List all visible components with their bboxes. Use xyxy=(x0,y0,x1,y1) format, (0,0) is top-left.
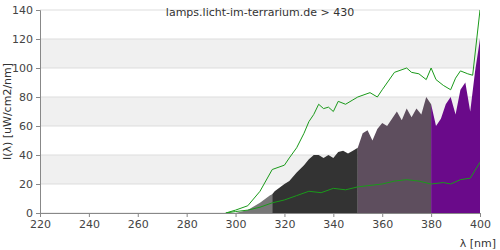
title: lamps.licht-im-terrarium.de > 430 xyxy=(166,6,354,19)
tick-label: 60 xyxy=(19,120,33,133)
tick: 360 xyxy=(372,213,393,231)
grid-band xyxy=(40,39,480,68)
tick-label: 280 xyxy=(177,218,198,231)
grid-line xyxy=(40,39,480,40)
tick-label: 0 xyxy=(26,207,33,220)
tick-mark xyxy=(36,39,40,40)
tick-label: 120 xyxy=(12,33,33,46)
tick: 400 xyxy=(470,213,491,231)
tick: 120 xyxy=(12,33,40,46)
tick-label: 320 xyxy=(274,218,295,231)
tick: 220 xyxy=(30,213,51,231)
tick-label: 100 xyxy=(12,62,33,75)
axis-line xyxy=(41,214,481,218)
tick-mark xyxy=(36,155,40,156)
tick-mark xyxy=(187,213,188,217)
tick: 320 xyxy=(274,213,295,231)
envelope-line xyxy=(226,162,480,213)
tick-label: 260 xyxy=(128,218,149,231)
tick: 300 xyxy=(226,213,247,231)
tick-mark xyxy=(138,213,139,217)
spectrum-area xyxy=(431,39,480,213)
tick-mark xyxy=(36,10,40,11)
tick: 60 xyxy=(19,120,40,133)
tick: 20 xyxy=(19,178,40,191)
x-axis-title: λ [nm] xyxy=(460,237,496,250)
tick-mark xyxy=(284,213,285,217)
tick: 100 xyxy=(12,62,40,75)
tick: 240 xyxy=(79,213,100,231)
tick: 260 xyxy=(128,213,149,231)
tick-mark xyxy=(382,213,383,217)
tick-label: 380 xyxy=(421,218,442,231)
axis-line xyxy=(36,11,41,214)
tick-label: 140 xyxy=(12,4,33,17)
chart: 220 240 260 280 300 320 340 360 380 400 0 20 40 60 80 1… xyxy=(0,0,500,250)
tick-label: 80 xyxy=(19,91,33,104)
tick: 0 xyxy=(26,207,40,220)
plot-area xyxy=(226,10,480,213)
y-axis-title: I(λ) [uW/cm2/nm] xyxy=(1,63,14,160)
grid-line xyxy=(40,97,480,98)
tick: 80 xyxy=(19,91,40,104)
tick-label: 360 xyxy=(372,218,393,231)
tick: 40 xyxy=(19,149,40,162)
spectrum-area xyxy=(272,148,358,213)
tick-mark xyxy=(236,213,237,217)
tick-mark xyxy=(431,213,432,217)
tick-label: 20 xyxy=(19,178,33,191)
tick-label: 240 xyxy=(79,218,100,231)
tick-label: 400 xyxy=(470,218,491,231)
grid xyxy=(40,10,480,213)
tick-label: 340 xyxy=(323,218,344,231)
y-axis: 0 20 40 60 80 100 120 140 xyxy=(12,4,41,220)
tick-mark xyxy=(89,213,90,217)
tick-mark xyxy=(480,213,481,217)
tick-mark xyxy=(36,68,40,69)
spectrum-area xyxy=(358,97,431,213)
tick: 340 xyxy=(323,213,344,231)
tick: 140 xyxy=(12,4,40,17)
x-axis: 220 240 260 280 300 320 340 360 380 400 xyxy=(30,213,491,231)
tick-label: 220 xyxy=(30,218,51,231)
tick: 380 xyxy=(421,213,442,231)
tick: 280 xyxy=(177,213,198,231)
grid-line xyxy=(40,68,480,69)
tick-mark xyxy=(36,97,40,98)
tick-mark xyxy=(333,213,334,217)
tick-mark xyxy=(36,126,40,127)
envelope-line xyxy=(226,10,480,213)
tick-label: 40 xyxy=(19,149,33,162)
tick-label: 300 xyxy=(226,218,247,231)
tick-mark xyxy=(36,213,40,214)
tick-mark xyxy=(36,184,40,185)
